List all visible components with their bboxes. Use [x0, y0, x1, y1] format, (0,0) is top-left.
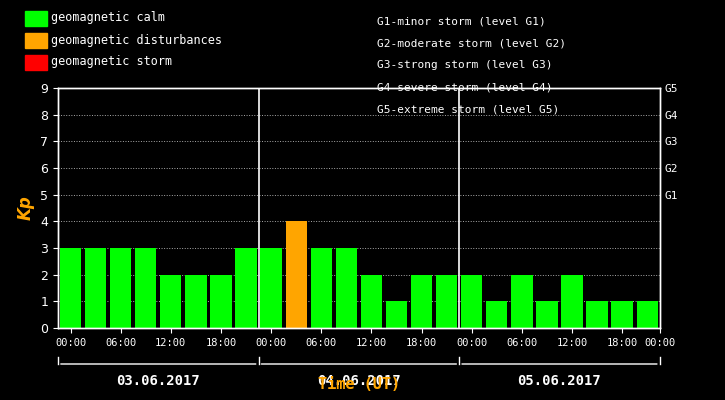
- Y-axis label: Kp: Kp: [17, 196, 35, 220]
- Bar: [637, 301, 658, 328]
- Bar: [110, 248, 131, 328]
- Text: G1-minor storm (level G1): G1-minor storm (level G1): [377, 16, 546, 26]
- Bar: [561, 275, 583, 328]
- Text: geomagnetic calm: geomagnetic calm: [51, 12, 165, 24]
- Text: G5-extreme storm (level G5): G5-extreme storm (level G5): [377, 104, 559, 114]
- Text: geomagnetic storm: geomagnetic storm: [51, 56, 172, 68]
- Bar: [461, 275, 482, 328]
- Text: G3-strong storm (level G3): G3-strong storm (level G3): [377, 60, 552, 70]
- Bar: [260, 248, 282, 328]
- Text: geomagnetic disturbances: geomagnetic disturbances: [51, 34, 222, 46]
- Bar: [436, 275, 457, 328]
- Text: Time (UT): Time (UT): [318, 377, 400, 392]
- Bar: [210, 275, 231, 328]
- Text: 04.06.2017: 04.06.2017: [317, 374, 401, 388]
- Text: 05.06.2017: 05.06.2017: [518, 374, 601, 388]
- Bar: [486, 301, 507, 328]
- Bar: [536, 301, 558, 328]
- Bar: [236, 248, 257, 328]
- Bar: [160, 275, 181, 328]
- Bar: [511, 275, 532, 328]
- Bar: [310, 248, 332, 328]
- Bar: [186, 275, 207, 328]
- Bar: [85, 248, 107, 328]
- Bar: [361, 275, 382, 328]
- Bar: [135, 248, 157, 328]
- Bar: [60, 248, 81, 328]
- Bar: [411, 275, 432, 328]
- Text: G4-severe storm (level G4): G4-severe storm (level G4): [377, 82, 552, 92]
- Text: 03.06.2017: 03.06.2017: [117, 374, 200, 388]
- Bar: [611, 301, 633, 328]
- Bar: [286, 221, 307, 328]
- Bar: [587, 301, 608, 328]
- Text: G2-moderate storm (level G2): G2-moderate storm (level G2): [377, 38, 566, 48]
- Bar: [336, 248, 357, 328]
- Bar: [386, 301, 407, 328]
